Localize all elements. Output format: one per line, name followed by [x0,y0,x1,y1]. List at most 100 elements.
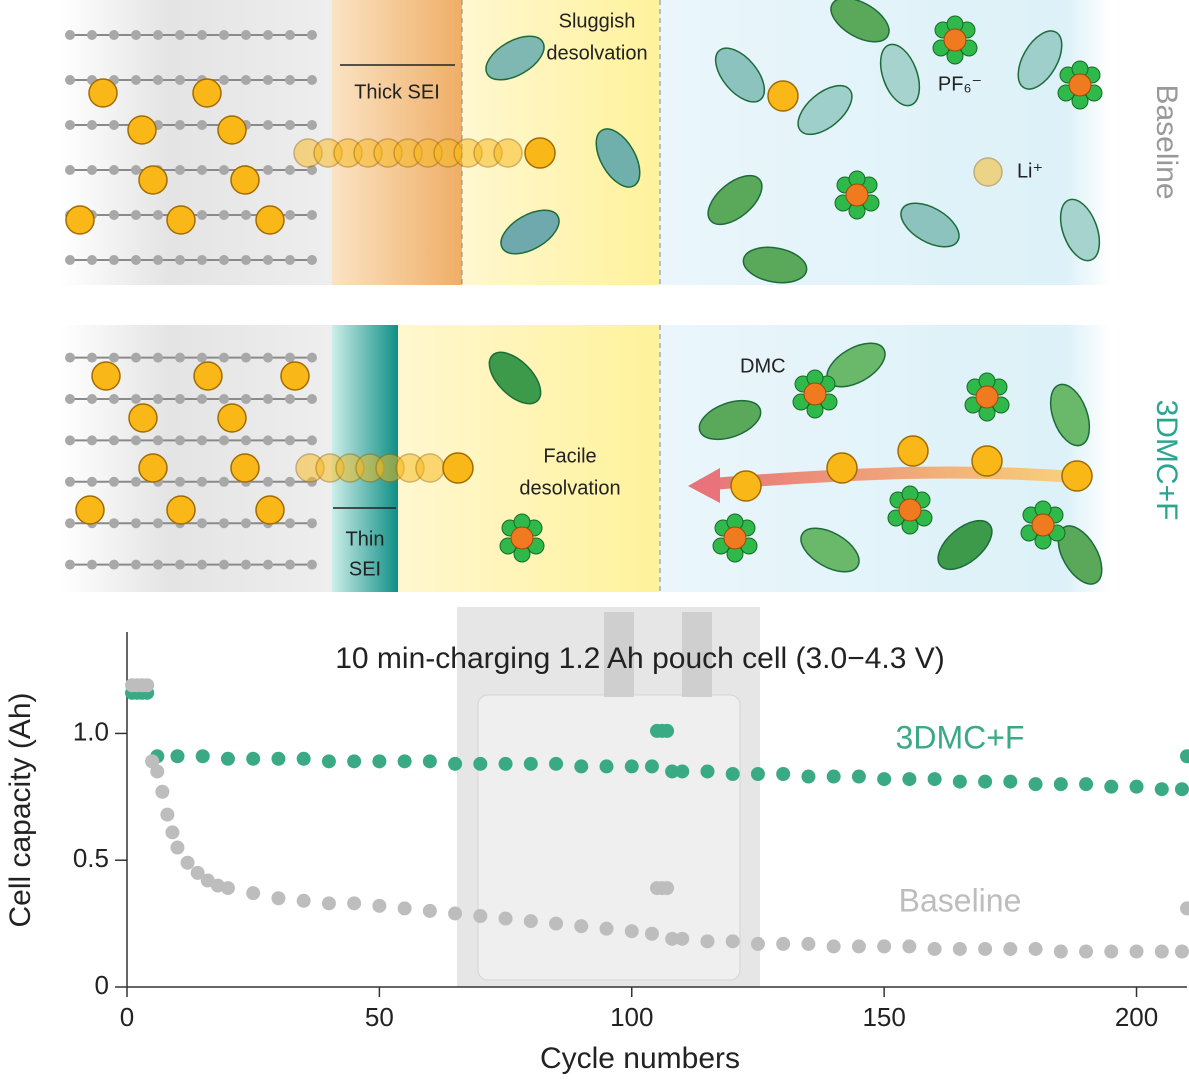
solvent-molecule [800,527,860,573]
desolvation-label: Sluggish [559,10,636,32]
x-tick-label: 50 [365,1002,394,1032]
carbon-atom [131,75,141,85]
data-point [1104,944,1119,959]
sei-label: Thick SEI [354,81,440,103]
carbon-atom [131,352,141,363]
data-point [347,754,362,769]
li-ion [971,445,1003,477]
li-ion [217,403,247,433]
data-point [498,911,513,926]
li-ion [166,495,196,525]
data-point [448,906,463,921]
data-point [624,924,639,939]
y-tick-label: 0.5 [73,843,109,873]
carbon-atom [285,30,295,40]
data-point [1180,901,1189,916]
data-point [296,751,311,766]
series-label: 3DMC+F [896,719,1025,755]
solvent-molecule [879,43,921,107]
carbon-atom [197,210,207,220]
carbon-atom [175,435,185,446]
data-point [180,855,195,870]
li-ion [730,470,762,502]
carbon-atom [175,394,185,404]
data-point [574,919,589,934]
carbon-atom [197,352,207,363]
li-ion [230,453,260,483]
carbon-atom [109,559,119,570]
carbon-atom [197,559,207,570]
carbon-atom [263,255,273,265]
carbon-atom [131,165,141,175]
data-point [397,901,412,916]
carbon-atom [65,120,75,130]
carbon-atom [285,518,295,529]
data-point [321,754,336,769]
data-point [660,881,675,896]
carbon-atom [285,435,295,446]
data-point [1154,782,1169,797]
data-point [725,767,740,781]
li-ion [138,165,168,195]
data-point [549,756,564,771]
data-point [523,914,538,929]
phosphorus-atom [943,28,967,52]
carbon-atom [175,30,185,40]
li-ion [128,403,158,433]
data-point [1028,941,1043,956]
carbon-atom [307,435,317,446]
carbon-atom [65,394,75,404]
carbon-atom [175,165,185,175]
data-point [1154,944,1169,959]
carbon-atom [219,30,229,40]
data-point [599,759,614,774]
y-tick-label: 1.0 [73,716,109,746]
carbon-atom [65,559,75,570]
phosphorus-atom [845,183,869,207]
data-point [978,941,993,956]
y-axis-label: Cell capacity (Ah) [4,692,37,927]
carbon-atom [241,394,251,404]
data-point [776,767,791,781]
data-point [347,896,362,911]
data-point [1104,779,1119,794]
data-point [473,909,488,923]
transport-arrow [699,466,1076,491]
carbon-atom [241,352,251,363]
data-point [1053,777,1068,792]
carbon-atom [131,518,141,529]
data-point [220,751,235,766]
carbon-atom [219,518,229,529]
solvent-molecule [698,399,762,441]
series-label: Baseline [899,882,1022,918]
carbon-atom [263,165,273,175]
data-point [665,931,680,946]
side-label: Baseline [1150,84,1183,199]
carbon-atom [131,476,141,487]
x-tick-label: 100 [610,1002,653,1032]
li-ion [166,205,196,235]
carbon-atom [197,435,207,446]
data-point [1028,777,1043,792]
carbon-atom [175,255,185,265]
data-point [190,865,205,880]
data-point [170,840,185,855]
phosphorus-atom [1068,73,1092,97]
data-point [902,772,917,787]
carbon-atom [263,476,273,487]
graphite-region [60,0,332,285]
carbon-atom [65,255,75,265]
x-tick-label: 0 [120,1002,134,1032]
solvent-label: DMC [740,355,786,377]
chart-title: 10 min-charging 1.2 Ah pouch cell (3.0−4… [335,642,945,675]
data-point [801,769,816,784]
carbon-atom [307,255,317,265]
carbon-atom [87,165,97,175]
carbon-atom [109,518,119,529]
data-point [927,772,942,787]
carbon-atom [307,394,317,404]
carbon-atom [285,255,295,265]
carbon-atom [241,518,251,529]
carbon-atom [263,394,273,404]
